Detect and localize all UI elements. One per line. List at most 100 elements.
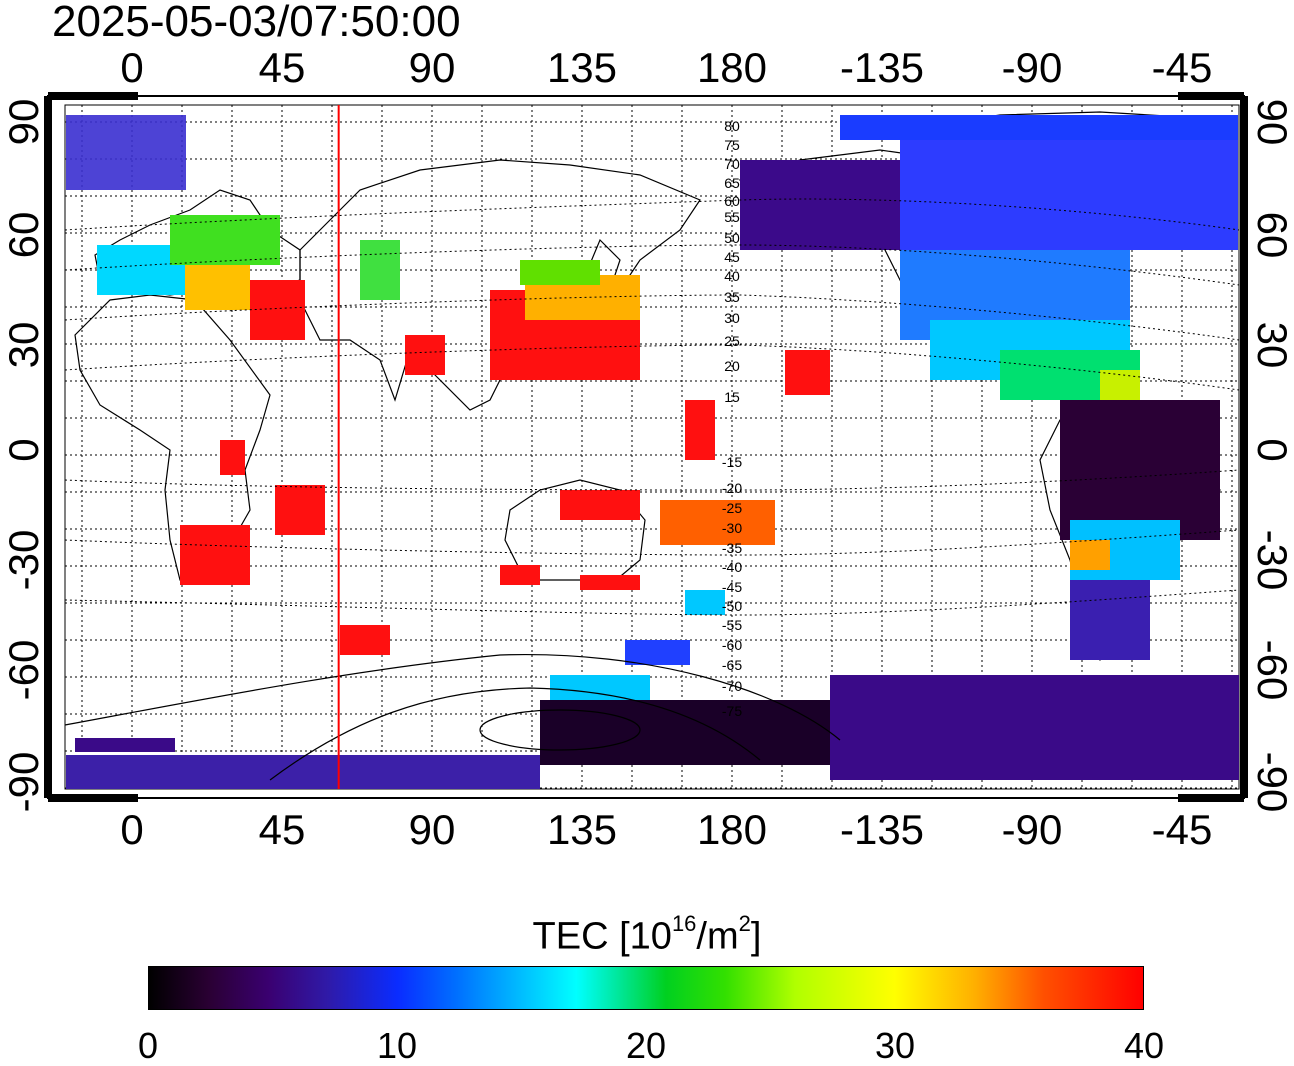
- contour-label: -70: [722, 678, 742, 694]
- tec-patch: [275, 485, 325, 535]
- tec-patch: [785, 350, 830, 395]
- tec-patch: [180, 525, 250, 585]
- contour-label: -20: [722, 480, 742, 496]
- contour-label: 60: [724, 193, 740, 209]
- contour-label: -75: [722, 703, 742, 719]
- contour-label: -60: [722, 637, 742, 653]
- contour-label: -35: [722, 540, 742, 556]
- contour-label: 35: [724, 289, 740, 305]
- bottom-longitude-labels: 0 45 90 135 180 -135 -90 -45: [120, 806, 1212, 853]
- contour-lines: [64, 198, 1240, 616]
- tec-patch: [75, 738, 175, 752]
- contour-label: 25: [724, 333, 740, 349]
- right-lat-tick-label: -60: [1249, 640, 1294, 701]
- contour-label: 70: [724, 156, 740, 172]
- colorbar-tick-label: 0: [137, 1025, 159, 1066]
- right-lat-tick-label: -30: [1249, 530, 1294, 591]
- left-lat-tick-label: 60: [0, 212, 47, 259]
- left-lat-tick-label: -60: [0, 640, 47, 701]
- bottom-lon-tick-label: 90: [409, 806, 456, 853]
- tec-patch: [250, 280, 305, 340]
- left-lat-tick-label: 0: [0, 438, 47, 461]
- tec-patch: [540, 700, 840, 765]
- top-lon-tick-label: -90: [1002, 44, 1063, 91]
- top-lon-tick-label: -135: [840, 44, 924, 91]
- contour-label: -50: [722, 598, 742, 614]
- right-lat-tick-label: -90: [1249, 752, 1294, 813]
- contour-label: -25: [722, 500, 742, 516]
- tec-patch: [185, 265, 250, 310]
- colorbar-tick-label: 10: [376, 1025, 418, 1066]
- map-timestamp-title: 2025-05-03/07:50:00: [52, 0, 461, 46]
- left-lat-tick-label: -30: [0, 530, 47, 591]
- colorbar-tick-label: 20: [625, 1025, 667, 1066]
- tec-patch: [830, 675, 1239, 780]
- tec-patch: [500, 565, 540, 585]
- tec-patch: [560, 490, 640, 520]
- tec-patch: [340, 625, 390, 655]
- right-lat-tick-label: 90: [1249, 99, 1294, 146]
- left-lat-tick-label: 30: [0, 322, 47, 369]
- contour-label: 65: [724, 175, 740, 191]
- contour-label: 75: [724, 137, 740, 153]
- tec-patch: [66, 755, 540, 789]
- tec-patch: [1070, 540, 1110, 570]
- right-lat-tick-label: 30: [1249, 322, 1294, 369]
- contour-label: -65: [722, 657, 742, 673]
- right-lat-tick-label: 60: [1249, 212, 1294, 259]
- top-lon-tick-label: 90: [409, 44, 456, 91]
- bottom-lon-tick-label: 0: [120, 806, 143, 853]
- right-lat-tick-label: 0: [1249, 438, 1294, 461]
- tec-patch: [580, 575, 640, 590]
- tec-patch: [1070, 580, 1150, 660]
- contour-label: -40: [722, 559, 742, 575]
- contour-label: -55: [722, 617, 742, 633]
- left-latitude-labels: 90 60 30 0 -30 -60 -90: [0, 99, 47, 813]
- bottom-lon-tick-label: 180: [697, 806, 767, 853]
- top-lon-tick-label: 180: [697, 44, 767, 91]
- tec-patch: [660, 500, 775, 545]
- colorbar-tick-label: 30: [874, 1025, 916, 1066]
- tec-patch: [66, 115, 186, 190]
- tec-patch: [625, 640, 690, 665]
- tec-patch: [685, 400, 715, 460]
- tec-colorbar: [148, 966, 1144, 1010]
- bottom-lon-tick-label: 45: [259, 806, 306, 853]
- contour-label: 55: [724, 209, 740, 225]
- left-lat-tick-label: 90: [0, 99, 47, 146]
- tec-patch: [685, 590, 725, 615]
- bottom-lon-tick-label: -135: [840, 806, 924, 853]
- contour-label: 80: [724, 118, 740, 134]
- tec-patch: [840, 115, 1238, 140]
- tec-patch: [1060, 400, 1220, 540]
- top-lon-tick-label: -45: [1152, 44, 1213, 91]
- contour-label: 50: [724, 230, 740, 246]
- tec-patch: [405, 335, 445, 375]
- contour-label: -15: [722, 454, 742, 470]
- colorbar-title: TEC [1016/m2]: [532, 911, 762, 958]
- contour-label: 45: [724, 249, 740, 265]
- tec-patch: [900, 140, 1238, 250]
- tec-map: 8075706560555045403530252015-15-20-25-30…: [0, 44, 1294, 853]
- bottom-lon-tick-label: 135: [547, 806, 617, 853]
- bottom-lon-tick-label: -90: [1002, 806, 1063, 853]
- tec-observation-patches: [66, 115, 1239, 789]
- contour-label: 40: [724, 268, 740, 284]
- top-lon-tick-label: 135: [547, 44, 617, 91]
- plot-area: [64, 104, 1240, 790]
- contour-label: -45: [722, 579, 742, 595]
- right-latitude-labels: 90 60 30 0 -30 -60 -90: [1249, 99, 1294, 813]
- tec-patch: [220, 440, 245, 475]
- contour-label: -30: [722, 520, 742, 536]
- contour-label: 30: [724, 310, 740, 326]
- colorbar-tick-label: 40: [1123, 1025, 1165, 1066]
- contour-label: 15: [724, 389, 740, 405]
- axis-bars: [44, 92, 1248, 802]
- contour-label: 20: [724, 358, 740, 374]
- tec-patch: [360, 240, 400, 300]
- tec-patch: [170, 215, 280, 265]
- contour-lines-solid: [64, 653, 841, 781]
- bottom-lon-tick-label: -45: [1152, 806, 1213, 853]
- top-longitude-labels: 0 45 90 135 180 -135 -90 -45: [120, 44, 1212, 91]
